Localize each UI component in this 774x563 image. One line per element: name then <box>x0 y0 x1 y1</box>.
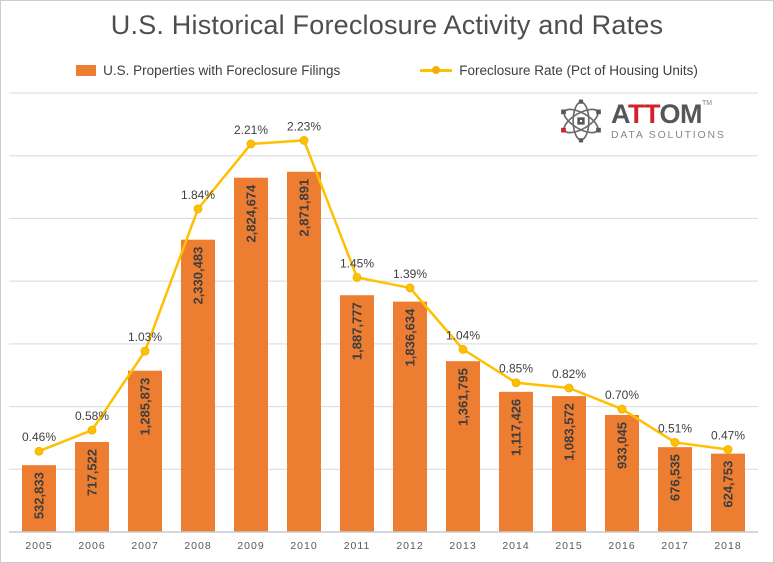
x-tick-2007: 2007 <box>131 540 158 552</box>
bar-label-2011: 1,887,777 <box>350 302 365 360</box>
rate-label-2005: 0.46% <box>22 430 56 444</box>
bar-label-2015: 1,083,572 <box>562 403 577 461</box>
rate-point-2006 <box>87 425 97 435</box>
bar-2006 <box>75 442 109 532</box>
bar-label-2008: 2,330,483 <box>191 247 206 305</box>
rate-point-2018 <box>723 445 733 454</box>
rate-label-2017: 0.51% <box>658 421 692 435</box>
rate-point-2008 <box>193 204 203 214</box>
rate-point-2007 <box>140 346 150 356</box>
rate-point-2013 <box>458 344 468 354</box>
bar-label-2007: 1,285,873 <box>138 378 153 436</box>
foreclosure-rate-line <box>38 139 729 453</box>
rate-label-2010: 2.23% <box>287 119 321 133</box>
bar-2016 <box>605 414 639 532</box>
rate-label-2014: 0.85% <box>499 362 533 376</box>
line-swatch-icon <box>420 66 453 75</box>
bar-swatch-icon <box>76 64 97 76</box>
rate-label-2013: 1.04% <box>446 328 480 342</box>
rate-point-2016 <box>617 404 627 414</box>
rate-point-2009 <box>246 139 256 149</box>
bar-label-2010: 2,871,891 <box>297 179 312 237</box>
x-tick-2015: 2015 <box>555 540 582 552</box>
bar-label-2006: 717,522 <box>85 449 100 496</box>
rate-label-2012: 1.39% <box>393 267 427 281</box>
bar-2010 <box>287 171 321 532</box>
rate-label-2009: 2.21% <box>234 123 268 137</box>
x-tick-2008: 2008 <box>184 540 211 552</box>
legend-label-line: Foreclosure Rate (Pct of Housing Units) <box>459 62 698 78</box>
bar-2009 <box>234 177 268 532</box>
bar-2011 <box>340 295 374 532</box>
x-tick-2011: 2011 <box>344 540 371 552</box>
attom-letters-tt: TT <box>628 99 660 130</box>
x-tick-2009: 2009 <box>237 540 264 552</box>
rate-point-2011 <box>352 272 362 282</box>
x-tick-2016: 2016 <box>608 540 635 552</box>
x-tick-2013: 2013 <box>449 540 476 552</box>
rate-label-2008: 1.84% <box>181 188 215 202</box>
bar-label-2005: 532,833 <box>32 472 47 519</box>
rate-point-2014 <box>511 378 521 388</box>
atom-icon <box>561 99 601 143</box>
x-tick-2014: 2014 <box>502 540 529 552</box>
attom-logo: ATTOMTM DATA SOLUTIONS <box>554 96 730 146</box>
x-tick-2010: 2010 <box>290 540 317 552</box>
rate-point-2015 <box>564 383 574 393</box>
attom-subtitle: DATA SOLUTIONS <box>611 129 726 142</box>
rate-label-2007: 1.03% <box>128 330 162 344</box>
x-tick-2018: 2018 <box>714 540 741 552</box>
rate-label-2018: 0.47% <box>711 428 745 442</box>
rate-point-2005 <box>34 446 44 456</box>
chart-title: U.S. Historical Foreclosure Activity and… <box>110 10 664 40</box>
x-tick-2006: 2006 <box>78 540 105 552</box>
bar-2012 <box>393 301 427 532</box>
rate-point-2017 <box>670 438 680 447</box>
bar-label-2018: 624,753 <box>721 461 736 508</box>
trademark-symbol: TM <box>702 100 713 108</box>
bar-label-2017: 676,535 <box>668 454 683 501</box>
bar-2005 <box>22 465 56 532</box>
bar-label-2009: 2,824,674 <box>244 184 259 243</box>
bar-2007 <box>128 370 162 532</box>
attom-letter-a: A <box>611 99 629 130</box>
line-swatch-marker <box>432 66 441 74</box>
rate-label-2016: 0.70% <box>605 388 639 402</box>
attom-text-block: ATTOMTM DATA SOLUTIONS <box>611 99 726 142</box>
legend-item-line-series: Foreclosure Rate (Pct of Housing Units) <box>420 63 698 78</box>
x-tick-2017: 2017 <box>661 540 688 552</box>
bar-2013 <box>446 361 480 532</box>
x-tick-2012: 2012 <box>396 540 423 552</box>
rate-label-2015: 0.82% <box>552 367 586 381</box>
bar-2018 <box>711 453 745 532</box>
rate-label-2011: 1.45% <box>340 256 374 270</box>
x-tick-2005: 2005 <box>25 540 52 552</box>
bar-2014 <box>499 391 533 532</box>
bar-2015 <box>552 396 586 532</box>
rate-point-2010 <box>299 136 309 145</box>
legend-label-bar: U.S. Properties with Foreclosure Filings <box>103 62 341 78</box>
bar-label-2013: 1,361,795 <box>456 368 471 426</box>
attom-letters-om: OM <box>659 99 703 130</box>
bar-label-2016: 933,045 <box>615 422 630 469</box>
chart-legend: U.S. Properties with Foreclosure Filings… <box>1 59 773 81</box>
red-electron-square <box>561 127 566 133</box>
rate-point-2012 <box>405 283 415 293</box>
attom-wordmark: ATTOMTM <box>611 99 726 130</box>
legend-item-bar-series: U.S. Properties with Foreclosure Filings <box>76 63 340 78</box>
bar-2008 <box>181 239 215 532</box>
bar-label-2012: 1,836,634 <box>403 308 418 367</box>
bar-2017 <box>658 447 692 532</box>
rate-label-2006: 0.58% <box>75 409 109 423</box>
bar-label-2014: 1,117,426 <box>509 399 524 456</box>
